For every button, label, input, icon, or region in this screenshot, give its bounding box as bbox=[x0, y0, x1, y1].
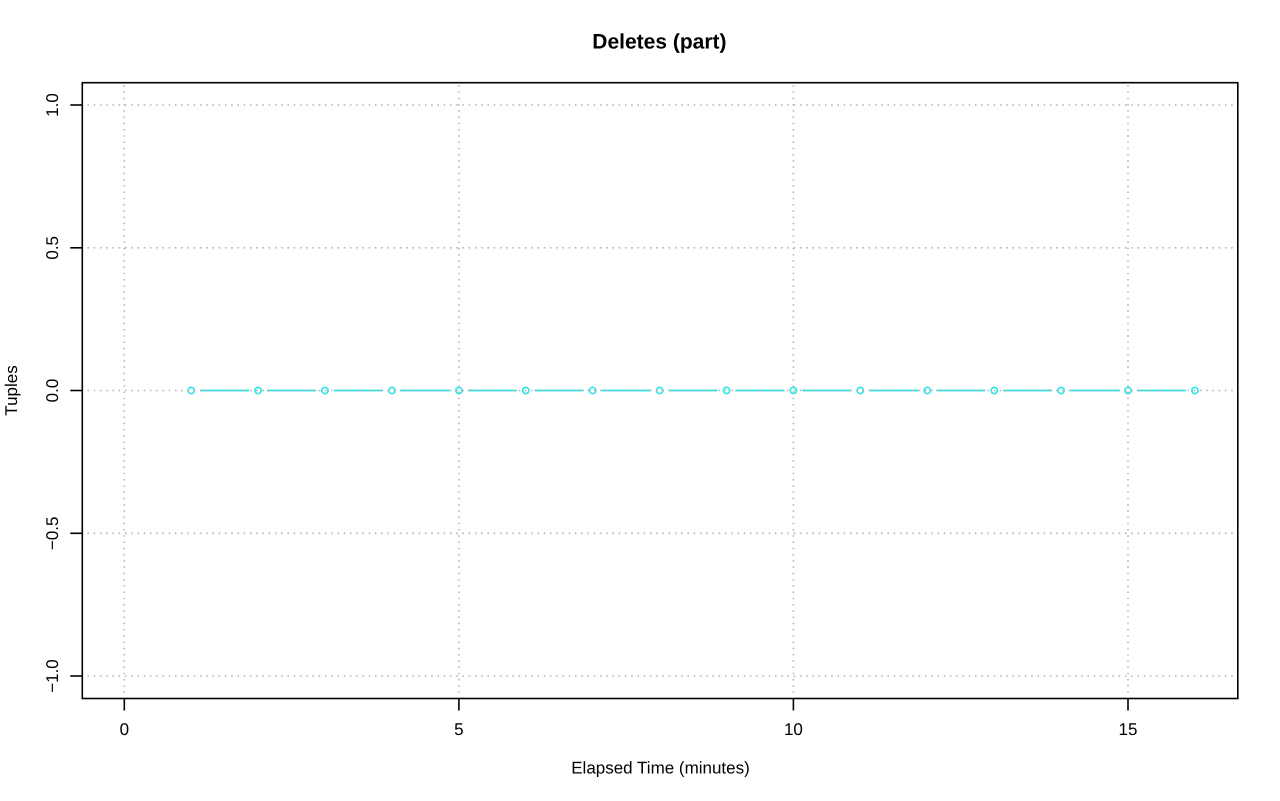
svg-text:0.0: 0.0 bbox=[43, 379, 62, 403]
svg-text:Deletes (part): Deletes (part) bbox=[592, 30, 726, 53]
svg-text:−0.5: −0.5 bbox=[43, 517, 62, 551]
svg-text:1.0: 1.0 bbox=[43, 93, 62, 117]
svg-text:10: 10 bbox=[784, 720, 803, 739]
svg-text:5: 5 bbox=[454, 720, 463, 739]
svg-text:15: 15 bbox=[1119, 720, 1138, 739]
svg-text:Elapsed Time (minutes): Elapsed Time (minutes) bbox=[571, 759, 750, 778]
svg-text:0: 0 bbox=[120, 720, 129, 739]
svg-text:−1.0: −1.0 bbox=[43, 659, 62, 693]
svg-text:Tuples: Tuples bbox=[2, 365, 21, 415]
svg-text:0.5: 0.5 bbox=[43, 236, 62, 260]
